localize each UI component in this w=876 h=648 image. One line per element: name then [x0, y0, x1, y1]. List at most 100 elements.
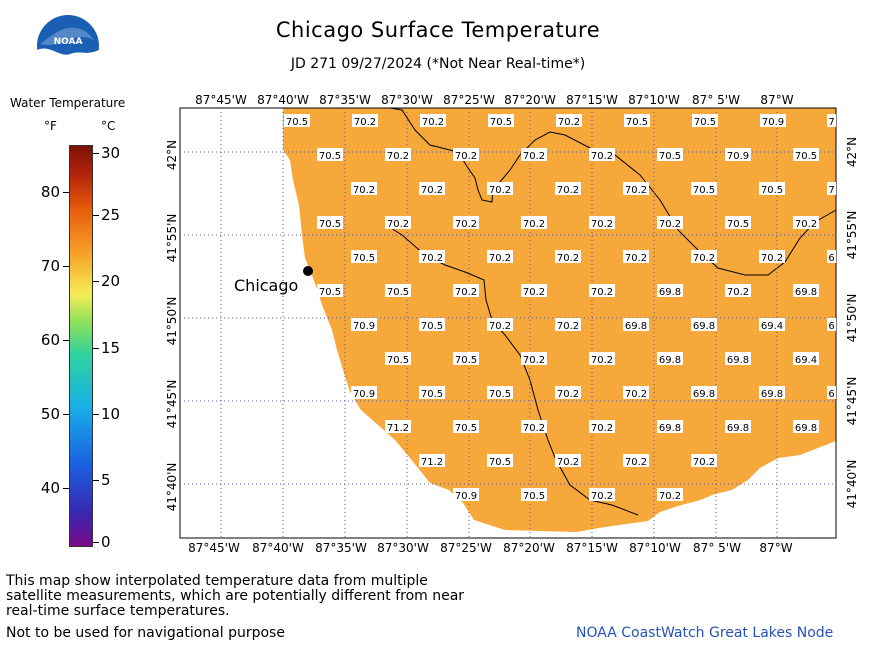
temperature-value-text: 70.5 — [490, 117, 512, 128]
temperature-value: 70.2 — [555, 182, 581, 196]
temperature-value-box — [351, 182, 377, 195]
temperature-value-text: 70.9 — [455, 491, 477, 502]
temperature-value-box — [521, 284, 547, 297]
lon-label-bottom: 87°30'W — [377, 541, 429, 555]
temperature-value: 70.5 — [385, 284, 411, 298]
temperature-value-box — [827, 318, 836, 331]
temperature-value-text: 70.2 — [625, 389, 647, 400]
temperature-value: 70.2 — [555, 386, 581, 400]
temperature-value-box — [793, 284, 819, 297]
temperature-value: 70.5 — [419, 386, 445, 400]
isotherm-line — [389, 107, 837, 276]
temperature-value-text: 70.5 — [455, 423, 477, 434]
temperature-value-box — [589, 488, 615, 501]
lon-label-bottom: 87°35'W — [315, 541, 367, 555]
temperature-value: 70.5 — [692, 114, 718, 128]
temperature-value-text: 69.8 — [761, 389, 783, 400]
temperature-value-box — [317, 148, 343, 161]
temperature-value: 70.9 — [453, 488, 479, 502]
disclaimer-note: This map show interpolated temperature d… — [6, 573, 465, 619]
temperature-value-text: 70.2 — [727, 287, 749, 298]
temperature-value: 70.5 — [521, 488, 547, 502]
temperature-value-box — [385, 352, 411, 365]
temperature-value-box — [555, 318, 581, 331]
lat-label-right: 41°50'N — [845, 294, 859, 343]
c-tick-mark — [93, 281, 99, 282]
temperature-value: 70.2 — [691, 454, 717, 468]
temperature-value-box — [624, 114, 650, 127]
f-tick-mark — [63, 266, 69, 267]
temperature-value-text: 70.9 — [353, 321, 375, 332]
temperature-value: 70.2 — [793, 216, 819, 230]
temperature-value-text: 70.2 — [625, 185, 647, 196]
temperature-value: 6 — [827, 318, 836, 332]
temperature-value-box — [793, 352, 819, 365]
temperature-value-box — [351, 250, 377, 263]
temperature-value: 70.2 — [657, 216, 683, 230]
lon-label-bottom: 87°15'W — [566, 541, 618, 555]
lon-label-top: 87°20'W — [504, 93, 556, 107]
noaa-logo: NOAA — [37, 15, 99, 78]
temperature-value: 70.5 — [488, 114, 514, 128]
temperature-value-text: 70.2 — [489, 321, 511, 332]
f-tick-mark — [63, 414, 69, 415]
temperature-value: 70.2 — [487, 250, 513, 264]
temperature-value: 70.2 — [555, 318, 581, 332]
temperature-value: 69.8 — [759, 386, 785, 400]
temperature-value: 70.2 — [623, 182, 649, 196]
credit-link[interactable]: NOAA CoastWatch Great Lakes Node — [576, 625, 834, 641]
c-tick-label: 20 — [101, 272, 121, 290]
temperature-value: 70.5 — [624, 114, 650, 128]
temperature-value-text: 70.5 — [659, 151, 681, 162]
lon-label-top: 87°25'W — [443, 93, 495, 107]
temperature-value: 71.2 — [385, 420, 411, 434]
temperature-value-box — [453, 284, 479, 297]
color-scale-bar — [69, 145, 93, 547]
temperature-value: 69.8 — [725, 352, 751, 366]
temperature-value-text: 70.5 — [387, 355, 409, 366]
temperature-value-text: 70.2 — [523, 423, 545, 434]
temperature-value: 70.5 — [487, 386, 513, 400]
temperature-value-text: 69.8 — [727, 423, 749, 434]
temperature-value-text: 70.2 — [523, 151, 545, 162]
temperature-value-text: 70.5 — [319, 151, 341, 162]
temperature-value-box — [793, 148, 819, 161]
temperature-value-box — [317, 216, 343, 229]
temperature-value-box — [419, 454, 445, 467]
temperature-value: 70.2 — [555, 454, 581, 468]
c-tick-mark — [93, 153, 99, 154]
temperature-value: 69.8 — [793, 284, 819, 298]
temperature-value-box — [691, 182, 717, 195]
temperature-value-box — [691, 454, 717, 467]
temperature-value-box — [623, 386, 649, 399]
temperature-value: 70.2 — [623, 386, 649, 400]
temperature-value-text: 70.2 — [557, 253, 579, 264]
temperature-value-text: 70.2 — [591, 151, 613, 162]
temperature-value: 70.2 — [420, 114, 446, 128]
c-tick-mark — [93, 480, 99, 481]
temperature-value-text: 69.8 — [625, 321, 647, 332]
temperature-value: 70.2 — [352, 114, 378, 128]
lon-label-bottom: 87°25'W — [440, 541, 492, 555]
temperature-value: 70.5 — [317, 216, 343, 230]
temperature-value-text: 70.2 — [761, 253, 783, 264]
temperature-value-text: 70.2 — [455, 219, 477, 230]
temperature-value-box — [453, 488, 479, 501]
temperature-value-text: 70.2 — [659, 219, 681, 230]
temperature-value-box — [827, 386, 836, 399]
temperature-value-box — [793, 420, 819, 433]
temperature-labels: 70.5 70.2 70.2 70.5 70.2 70.5 70.5 70.9 7 70.5 70.… — [284, 114, 836, 502]
temperature-value-text: 70.2 — [421, 185, 443, 196]
navigation-warning: Not to be used for navigational purpose — [6, 625, 285, 641]
temperature-value-box — [487, 250, 513, 263]
temperature-value: 70.2 — [521, 352, 547, 366]
temperature-value-text: 70.2 — [455, 287, 477, 298]
temperature-value-text: 70.5 — [761, 185, 783, 196]
temperature-value-box — [725, 420, 751, 433]
temperature-value: 70.2 — [385, 148, 411, 162]
temperature-value: 6 — [827, 250, 836, 264]
lon-label-bottom: 87° 5'W — [693, 541, 741, 555]
c-tick-mark — [93, 414, 99, 415]
temperature-value-box — [657, 352, 683, 365]
temperature-value-box — [453, 352, 479, 365]
